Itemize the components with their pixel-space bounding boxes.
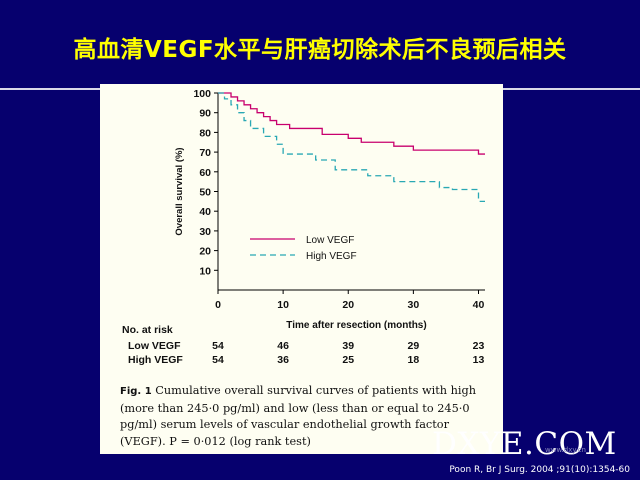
y-tick-label: 60 (199, 167, 211, 179)
x-tick-label: 20 (342, 299, 354, 311)
x-tick-label: 0 (215, 299, 221, 311)
risk-table-value: 23 (473, 340, 485, 352)
risk-table-value: 54 (212, 340, 224, 352)
slide-title: 高血清VEGF水平与肝癌切除术后不良预后相关 (73, 37, 567, 63)
y-tick-label: 100 (193, 88, 211, 100)
risk-table-value: 54 (212, 354, 224, 366)
x-tick-label: 40 (473, 299, 485, 311)
figure-caption: Fig. 1 Cumulative overall survival curve… (120, 383, 495, 450)
risk-table-value: 36 (277, 354, 289, 366)
risk-table-header: No. at risk (122, 324, 173, 336)
y-tick-label: 90 (199, 108, 211, 120)
risk-table-value: 18 (408, 354, 420, 366)
risk-table-value: 29 (408, 340, 420, 352)
risk-table-value: 46 (277, 340, 289, 352)
figure-number: Fig. 1 (120, 386, 152, 397)
y-tick-label: 10 (199, 265, 211, 277)
y-tick-label: 20 (199, 246, 211, 258)
y-tick-label: 40 (199, 206, 211, 218)
citation: Poon R, Br J Surg. 2004 ;91(10):1354-60 (449, 465, 630, 475)
risk-table-value: 39 (342, 340, 354, 352)
x-tick-label: 30 (408, 299, 420, 311)
y-tick-label: 70 (199, 147, 211, 159)
y-tick-label: 50 (199, 187, 211, 199)
legend-label: Low VEGF (306, 235, 354, 246)
y-tick-label: 80 (199, 127, 211, 139)
x-axis-label: Time after resection (months) (286, 320, 426, 331)
figure-panel: 10 20 30 40 50 60 70 80 90 100 0 10 20 30 40 Overall su… (100, 84, 503, 454)
caption-text: Cumulative overall survival curves of pa… (120, 384, 477, 448)
x-tick-label: 10 (277, 299, 289, 311)
y-tick-label: 30 (199, 226, 211, 238)
risk-table-value: 13 (473, 354, 485, 366)
site-watermark-url: www.dxy.cn (545, 446, 586, 454)
y-axis-label: Overall survival (%) (174, 147, 185, 235)
risk-table-row-label: Low VEGF (128, 340, 181, 352)
series-line-high-vegf (218, 92, 485, 202)
legend-label: High VEGF (306, 251, 357, 262)
risk-table-value: 25 (342, 354, 354, 366)
risk-table-row-label: High VEGF (128, 354, 183, 366)
site-watermark: DXYE.COM (432, 426, 617, 462)
survival-chart: 10 20 30 40 50 60 70 80 90 100 0 10 20 30 40 Overall su… (122, 88, 485, 366)
series-line-low-vegf (218, 92, 485, 155)
